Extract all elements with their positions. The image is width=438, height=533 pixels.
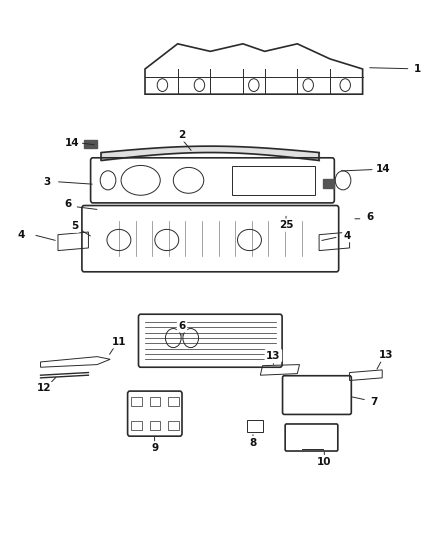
Bar [131,421,141,430]
Text: 4: 4 [18,230,25,240]
Text: 12: 12 [37,383,51,393]
Bar [84,140,97,148]
Text: 1: 1 [413,64,420,74]
Text: 6: 6 [367,212,374,222]
Text: 9: 9 [151,443,158,453]
Text: 14: 14 [376,165,390,174]
Text: 5: 5 [71,221,78,231]
Text: 11: 11 [112,337,126,347]
Text: 7: 7 [370,397,377,407]
Bar [150,421,160,430]
Bar [150,398,160,406]
Bar [247,420,262,432]
Text: 3: 3 [43,176,51,187]
Text: 6: 6 [64,199,71,209]
Text: 4: 4 [344,231,351,241]
Bar [168,398,179,406]
Text: 13: 13 [266,351,281,361]
Text: 6: 6 [178,321,186,331]
Text: 10: 10 [317,457,332,466]
Bar [168,421,179,430]
Bar [131,398,141,406]
Text: 8: 8 [249,438,257,448]
Bar [232,166,315,195]
Text: 25: 25 [279,220,293,230]
Text: 13: 13 [379,350,394,360]
Text: 14: 14 [64,138,79,148]
Bar [323,179,334,188]
Text: 2: 2 [178,130,186,140]
